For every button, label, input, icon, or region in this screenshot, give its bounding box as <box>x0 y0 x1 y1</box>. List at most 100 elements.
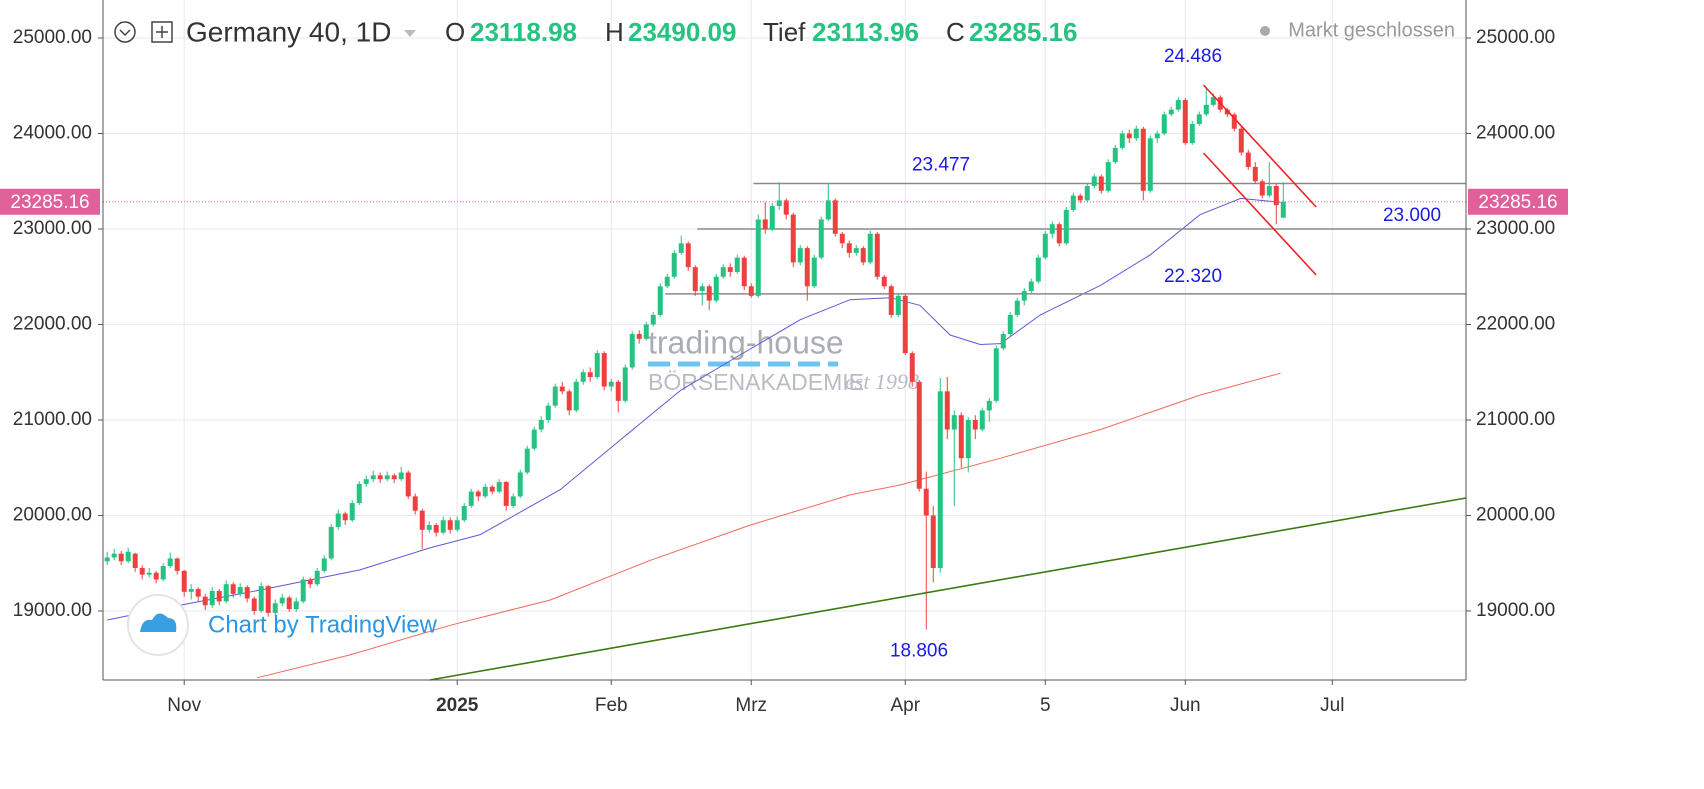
candle-body <box>118 553 124 562</box>
compare-icon[interactable] <box>151 21 173 43</box>
y-tick-label: 19000.00 <box>13 600 92 621</box>
candle-body <box>958 415 964 459</box>
candle-body <box>727 267 733 272</box>
candle-body <box>447 520 453 530</box>
candle-body <box>1203 104 1209 115</box>
candle-body <box>132 553 138 568</box>
ohlc-value: 23113.96 <box>812 17 919 47</box>
axes <box>102 0 1467 681</box>
candle-body <box>475 491 481 497</box>
credit-text[interactable]: Chart by TradingView <box>208 611 438 638</box>
candle-body <box>146 572 152 575</box>
collapse-icon[interactable] <box>114 21 136 43</box>
candle-body <box>237 587 243 594</box>
ohlc-value: 23490.09 <box>628 17 736 47</box>
candle-body <box>965 419 971 459</box>
y-tick-label: 21000.00 <box>1476 409 1555 430</box>
candle-body <box>1154 133 1160 139</box>
candle-body <box>1049 224 1055 234</box>
candle-body <box>776 200 782 207</box>
x-tick-label: 5 <box>1040 695 1051 716</box>
candle-body <box>657 286 663 315</box>
candle-body <box>993 348 999 401</box>
price-tag-label: 23285.16 <box>10 192 89 213</box>
candle-body <box>1119 133 1125 148</box>
candle-body <box>811 257 817 287</box>
candle-body <box>1196 114 1202 124</box>
candle-body <box>202 596 208 606</box>
dropdown-arrow[interactable] <box>404 30 416 37</box>
candle-body <box>832 200 838 234</box>
y-tick-label: 22000.00 <box>13 313 92 334</box>
candle-body <box>356 483 362 504</box>
candle-body <box>846 243 852 253</box>
candle-body <box>1175 100 1181 110</box>
candle-body <box>1266 186 1272 196</box>
moving-average <box>256 372 1281 679</box>
candle-body <box>650 314 656 325</box>
candle-body <box>867 233 873 263</box>
candle-body <box>1126 133 1132 139</box>
candle-body <box>426 525 432 530</box>
candle-body <box>944 391 950 430</box>
candle-body <box>1091 176 1097 187</box>
candle-body <box>587 372 593 378</box>
candle-body <box>1063 209 1069 244</box>
candle-body <box>384 475 390 480</box>
candle-body <box>440 520 446 533</box>
price-tag <box>0 188 100 215</box>
candle-body <box>503 482 509 506</box>
candle-body <box>1007 314 1013 335</box>
x-tick-label: Nov <box>167 695 201 716</box>
collapse-chevron <box>119 29 131 37</box>
x-tick-label: Jun <box>1170 695 1201 716</box>
candle-body <box>566 391 572 411</box>
ohlc-label: O <box>445 17 465 47</box>
candle-body <box>762 219 768 229</box>
candle-body <box>720 267 726 277</box>
candle-body <box>790 214 796 263</box>
candle-body <box>265 586 271 613</box>
candle-body <box>1028 281 1034 292</box>
candle-body <box>748 286 754 296</box>
candle-body <box>1259 181 1265 196</box>
y-tick-label: 24000.00 <box>13 123 92 144</box>
candle-body <box>825 200 831 220</box>
candle-body <box>174 558 180 571</box>
candle-body <box>1161 114 1167 134</box>
candle-body <box>405 472 411 497</box>
symbol-title[interactable]: Germany 40, 1D <box>186 16 391 47</box>
level-label: 22.320 <box>1164 266 1222 287</box>
candle-body <box>1077 195 1083 201</box>
header: Germany 40, 1D O 23118.98 H 23490.09 Tie… <box>114 16 1455 47</box>
candle-body <box>713 276 719 301</box>
candle-body <box>468 491 474 506</box>
candle-body <box>258 586 264 611</box>
tv-cloud <box>140 613 177 632</box>
candle-body <box>979 410 985 430</box>
candle-body <box>1098 176 1104 191</box>
candle-body <box>125 551 131 562</box>
candle-body <box>510 496 516 506</box>
candle-body <box>209 590 215 606</box>
candle-body <box>839 233 845 244</box>
candle-body <box>1112 147 1118 163</box>
candle-body <box>699 286 705 292</box>
y-tick-label: 21000.00 <box>13 409 92 430</box>
candle-body <box>1238 128 1244 153</box>
candle-body <box>1224 109 1230 115</box>
candle-body <box>902 295 908 354</box>
candle-body <box>755 219 761 296</box>
candle-body <box>321 558 327 571</box>
ohlc-value: 23118.98 <box>470 17 577 47</box>
candle-body <box>594 353 600 378</box>
candle-body <box>482 486 488 497</box>
watermark: trading-house BÖRSENAKADEMIE est 1998 <box>648 324 919 395</box>
level-label: 23.000 <box>1383 205 1441 226</box>
candle-body <box>461 505 467 521</box>
candle-body <box>1056 224 1062 244</box>
candle-body <box>244 587 250 599</box>
candle-body <box>615 381 621 401</box>
candle-body <box>391 475 397 480</box>
